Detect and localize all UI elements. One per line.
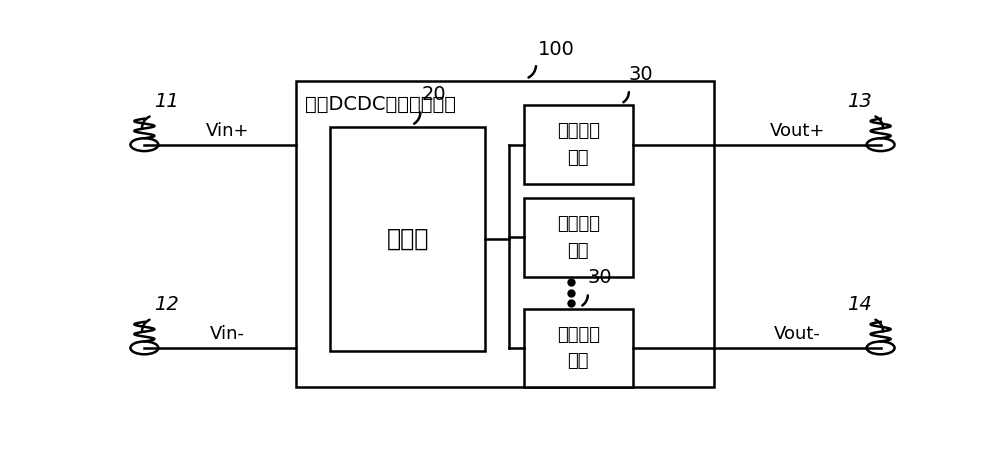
Text: 20: 20	[422, 85, 446, 104]
FancyBboxPatch shape	[330, 127, 485, 351]
Text: 直流转换
支路: 直流转换 支路	[557, 123, 600, 167]
FancyBboxPatch shape	[524, 106, 633, 184]
Text: Vout+: Vout+	[770, 122, 825, 140]
Text: 100: 100	[538, 40, 574, 59]
Text: 30: 30	[588, 268, 612, 287]
Text: Vin-: Vin-	[210, 325, 245, 343]
FancyBboxPatch shape	[524, 309, 633, 387]
Text: 直流转换
支路: 直流转换 支路	[557, 215, 600, 260]
FancyBboxPatch shape	[524, 198, 633, 276]
Text: 直流转换
支路: 直流转换 支路	[557, 325, 600, 370]
Text: 12: 12	[154, 295, 178, 314]
Text: 11: 11	[154, 92, 178, 111]
Text: Vin+: Vin+	[206, 122, 249, 140]
Text: 多相DCDC转换控制电路: 多相DCDC转换控制电路	[305, 95, 456, 114]
FancyBboxPatch shape	[296, 81, 714, 387]
Text: 13: 13	[847, 92, 871, 111]
Text: Vout-: Vout-	[774, 325, 821, 343]
Text: 14: 14	[847, 295, 871, 314]
Text: 控制器: 控制器	[387, 227, 429, 251]
Text: 30: 30	[629, 65, 653, 84]
